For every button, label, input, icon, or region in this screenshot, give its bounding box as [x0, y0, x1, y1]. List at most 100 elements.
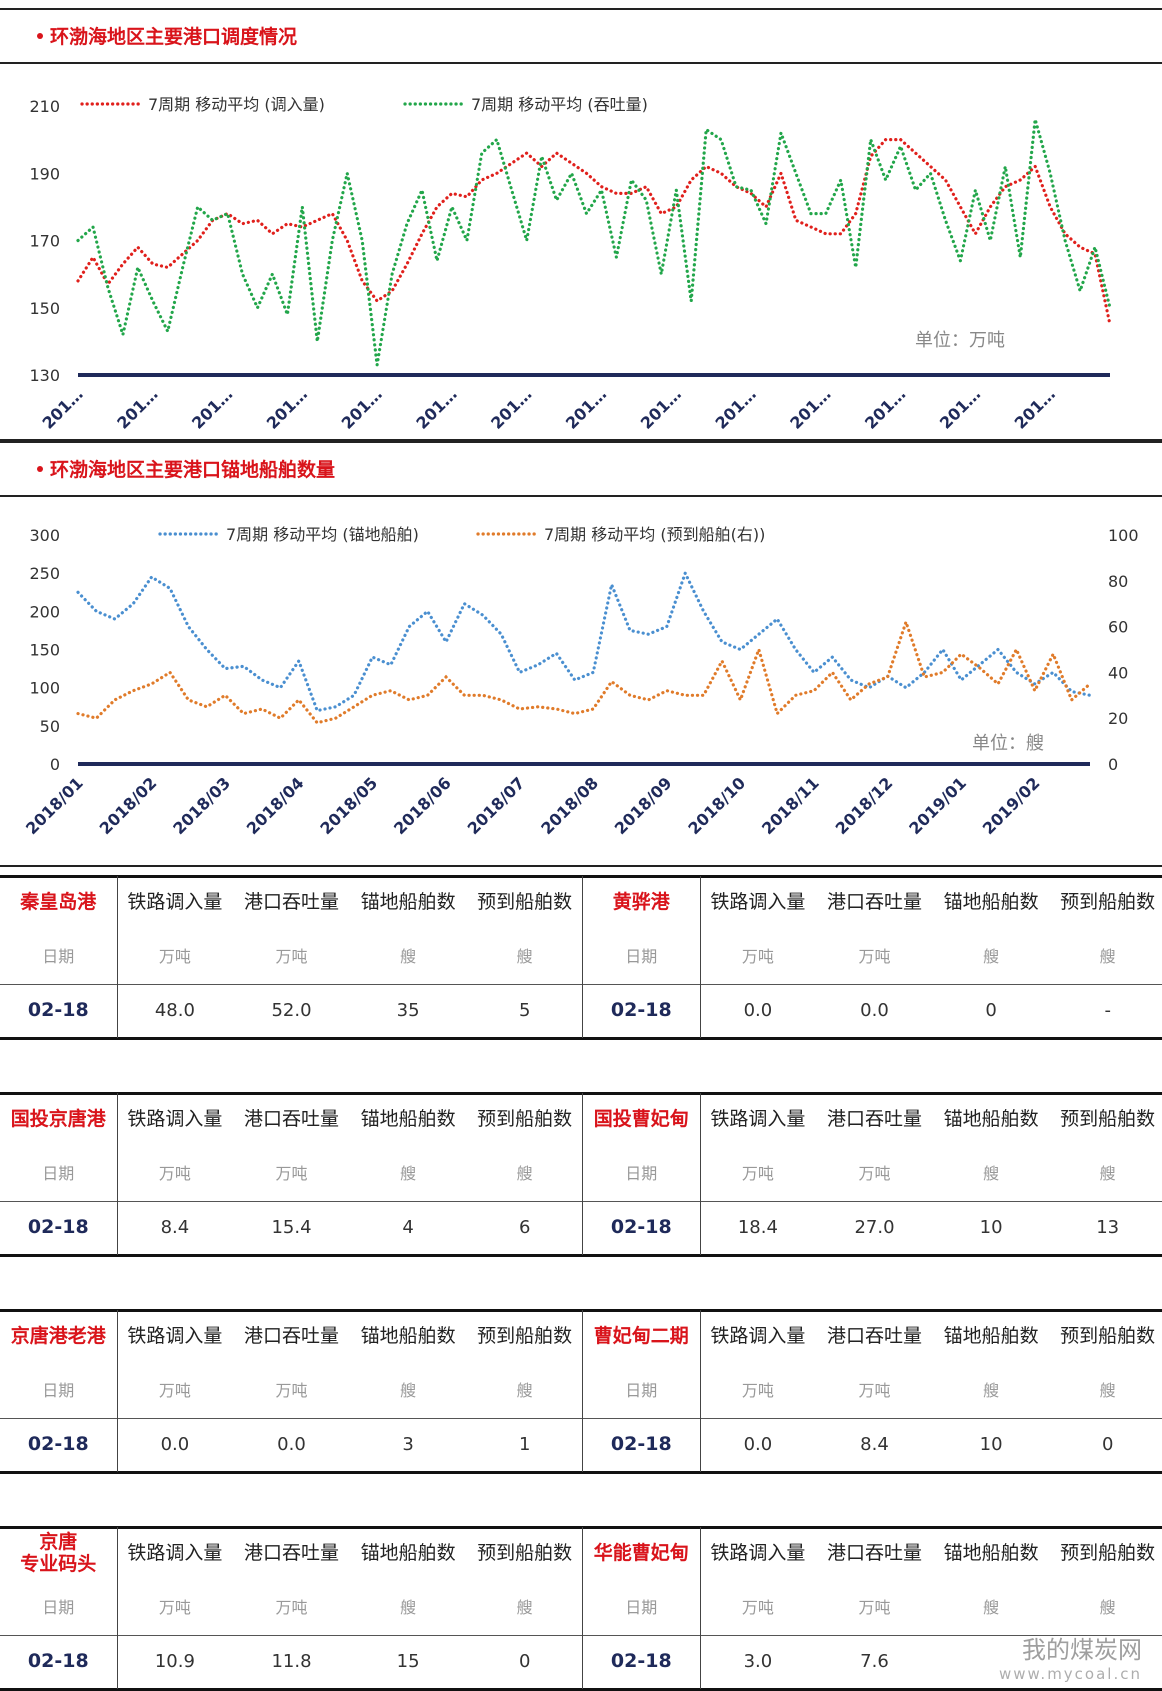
column-header: 锚地船舶数 [360, 1542, 456, 1565]
unit-label: 艘 [1099, 1380, 1116, 1400]
table-rule [0, 1471, 1162, 1474]
unit-label: 日期 [42, 1597, 75, 1617]
table-rule [0, 1526, 1162, 1529]
date: 02-18 [610, 999, 672, 1022]
value: 0 [518, 1650, 531, 1672]
date: 02-18 [27, 1433, 89, 1456]
column-header: 预到船舶数 [477, 1108, 573, 1131]
y2-tick-label: 100 [1108, 526, 1139, 545]
unit-label: 万吨 [275, 1163, 308, 1183]
series-line [76, 138, 1112, 327]
x-tick-label: 2018/01 [22, 773, 87, 838]
legend-label: 7周期 移动平均 (预到船舶(右)) [544, 525, 765, 544]
column-header: 预到船舶数 [477, 891, 573, 914]
unit-label: 艘 [516, 946, 533, 966]
title-bullet [37, 33, 43, 39]
chart-title: 环渤海地区主要港口锚地船舶数量 [50, 458, 335, 481]
y2-tick-label: 60 [1108, 618, 1128, 637]
unit-label: 艘 [983, 1380, 1000, 1400]
unit-label: 艘 [400, 1380, 417, 1400]
unit-label: 万吨 [158, 946, 191, 966]
value: 52.0 [271, 999, 312, 1021]
x-tick-label: 201… [113, 384, 161, 432]
x-tick-label: 201… [263, 384, 311, 432]
table-rule [0, 1201, 1162, 1202]
x-tick-label: 2018/06 [390, 773, 455, 838]
x-tick-label: 2018/02 [96, 773, 161, 838]
value: 0.0 [860, 999, 889, 1021]
port-name: 国投曹妃甸 [593, 1108, 689, 1131]
unit-label: 万吨 [858, 1163, 891, 1183]
unit-label: 日期 [625, 946, 658, 966]
table-rule [0, 1309, 1162, 1312]
column-header: 锚地船舶数 [360, 891, 456, 914]
table-divider [582, 876, 583, 1038]
x-tick-label: 201… [861, 384, 909, 432]
series-line [76, 119, 1112, 366]
y-tick-label: 150 [29, 299, 60, 318]
y-tick-label: 190 [29, 164, 60, 183]
chart-title: 环渤海地区主要港口调度情况 [50, 25, 297, 48]
unit-label: 万吨 [741, 946, 774, 966]
column-header: 预到船舶数 [1060, 891, 1156, 914]
column-header: 锚地船舶数 [943, 1325, 1039, 1348]
legend-label: 7周期 移动平均 (锚地船舶) [226, 525, 419, 544]
value: 0.0 [743, 999, 773, 1021]
port-name: 京唐 专业码头 [20, 1531, 97, 1575]
unit-label: 万吨 [741, 1380, 774, 1400]
x-tick-label: 2018/07 [464, 773, 529, 838]
y-tick-label: 100 [29, 679, 60, 698]
y-tick-label: 300 [29, 526, 60, 545]
column-header: 锚地船舶数 [360, 1108, 456, 1131]
column-header: 港口吞吐量 [243, 1108, 339, 1131]
x-tick-label: 201… [1011, 384, 1059, 432]
table-divider [582, 1310, 583, 1472]
table-divider [116, 1093, 118, 1255]
date: 02-18 [610, 1433, 672, 1456]
column-header: 铁路调入量 [710, 891, 806, 914]
column-header: 预到船舶数 [1060, 1325, 1156, 1348]
unit-label: 艘 [1099, 1597, 1116, 1617]
x-tick-label: 2018/04 [243, 773, 308, 838]
unit-label: 万吨 [741, 1597, 774, 1617]
x-tick-label: 201… [786, 384, 834, 432]
unit-label: 日期 [42, 1380, 75, 1400]
x-tick-label: 2018/11 [758, 773, 823, 838]
unit-label: 艘 [516, 1163, 533, 1183]
table-rule [0, 984, 1162, 985]
unit-label: 日期 [625, 1597, 658, 1617]
table-divider [699, 876, 701, 1038]
date: 02-18 [27, 1216, 89, 1239]
unit-label: 万吨 [275, 946, 308, 966]
value: 18.4 [737, 1216, 778, 1238]
y2-tick-label: 0 [1108, 755, 1118, 774]
column-header: 铁路调入量 [710, 1542, 806, 1565]
unit-label: 万吨 [158, 1597, 191, 1617]
unit-label: 艘 [983, 946, 1000, 966]
unit-label: 艘 [1099, 946, 1116, 966]
unit-label: 万吨 [858, 1597, 891, 1617]
date: 02-18 [610, 1216, 672, 1239]
unit-label: 艘 [400, 1163, 417, 1183]
unit-label: 万吨 [158, 1163, 191, 1183]
x-tick-label: 2018/03 [169, 773, 234, 838]
value: 5 [518, 999, 531, 1021]
value: 0 [985, 999, 997, 1021]
unit-label: 万吨 [858, 1380, 891, 1400]
value: 15.4 [271, 1216, 312, 1238]
value: 3 [402, 1433, 414, 1455]
table-divider [699, 1093, 701, 1255]
column-header: 铁路调入量 [127, 1108, 223, 1131]
column-header: 港口吞吐量 [243, 1542, 339, 1565]
x-tick-label: 2018/08 [537, 773, 602, 838]
value: 15 [396, 1650, 420, 1672]
column-header: 港口吞吐量 [826, 1542, 922, 1565]
port-name: 曹妃甸二期 [593, 1325, 689, 1348]
unit-label: 艘 [400, 1597, 417, 1617]
table-rule [0, 875, 1162, 878]
table-divider [116, 1527, 118, 1689]
port-name: 黄骅港 [612, 891, 670, 914]
x-tick-label: 201… [188, 384, 236, 432]
y-tick-label: 130 [29, 366, 60, 385]
